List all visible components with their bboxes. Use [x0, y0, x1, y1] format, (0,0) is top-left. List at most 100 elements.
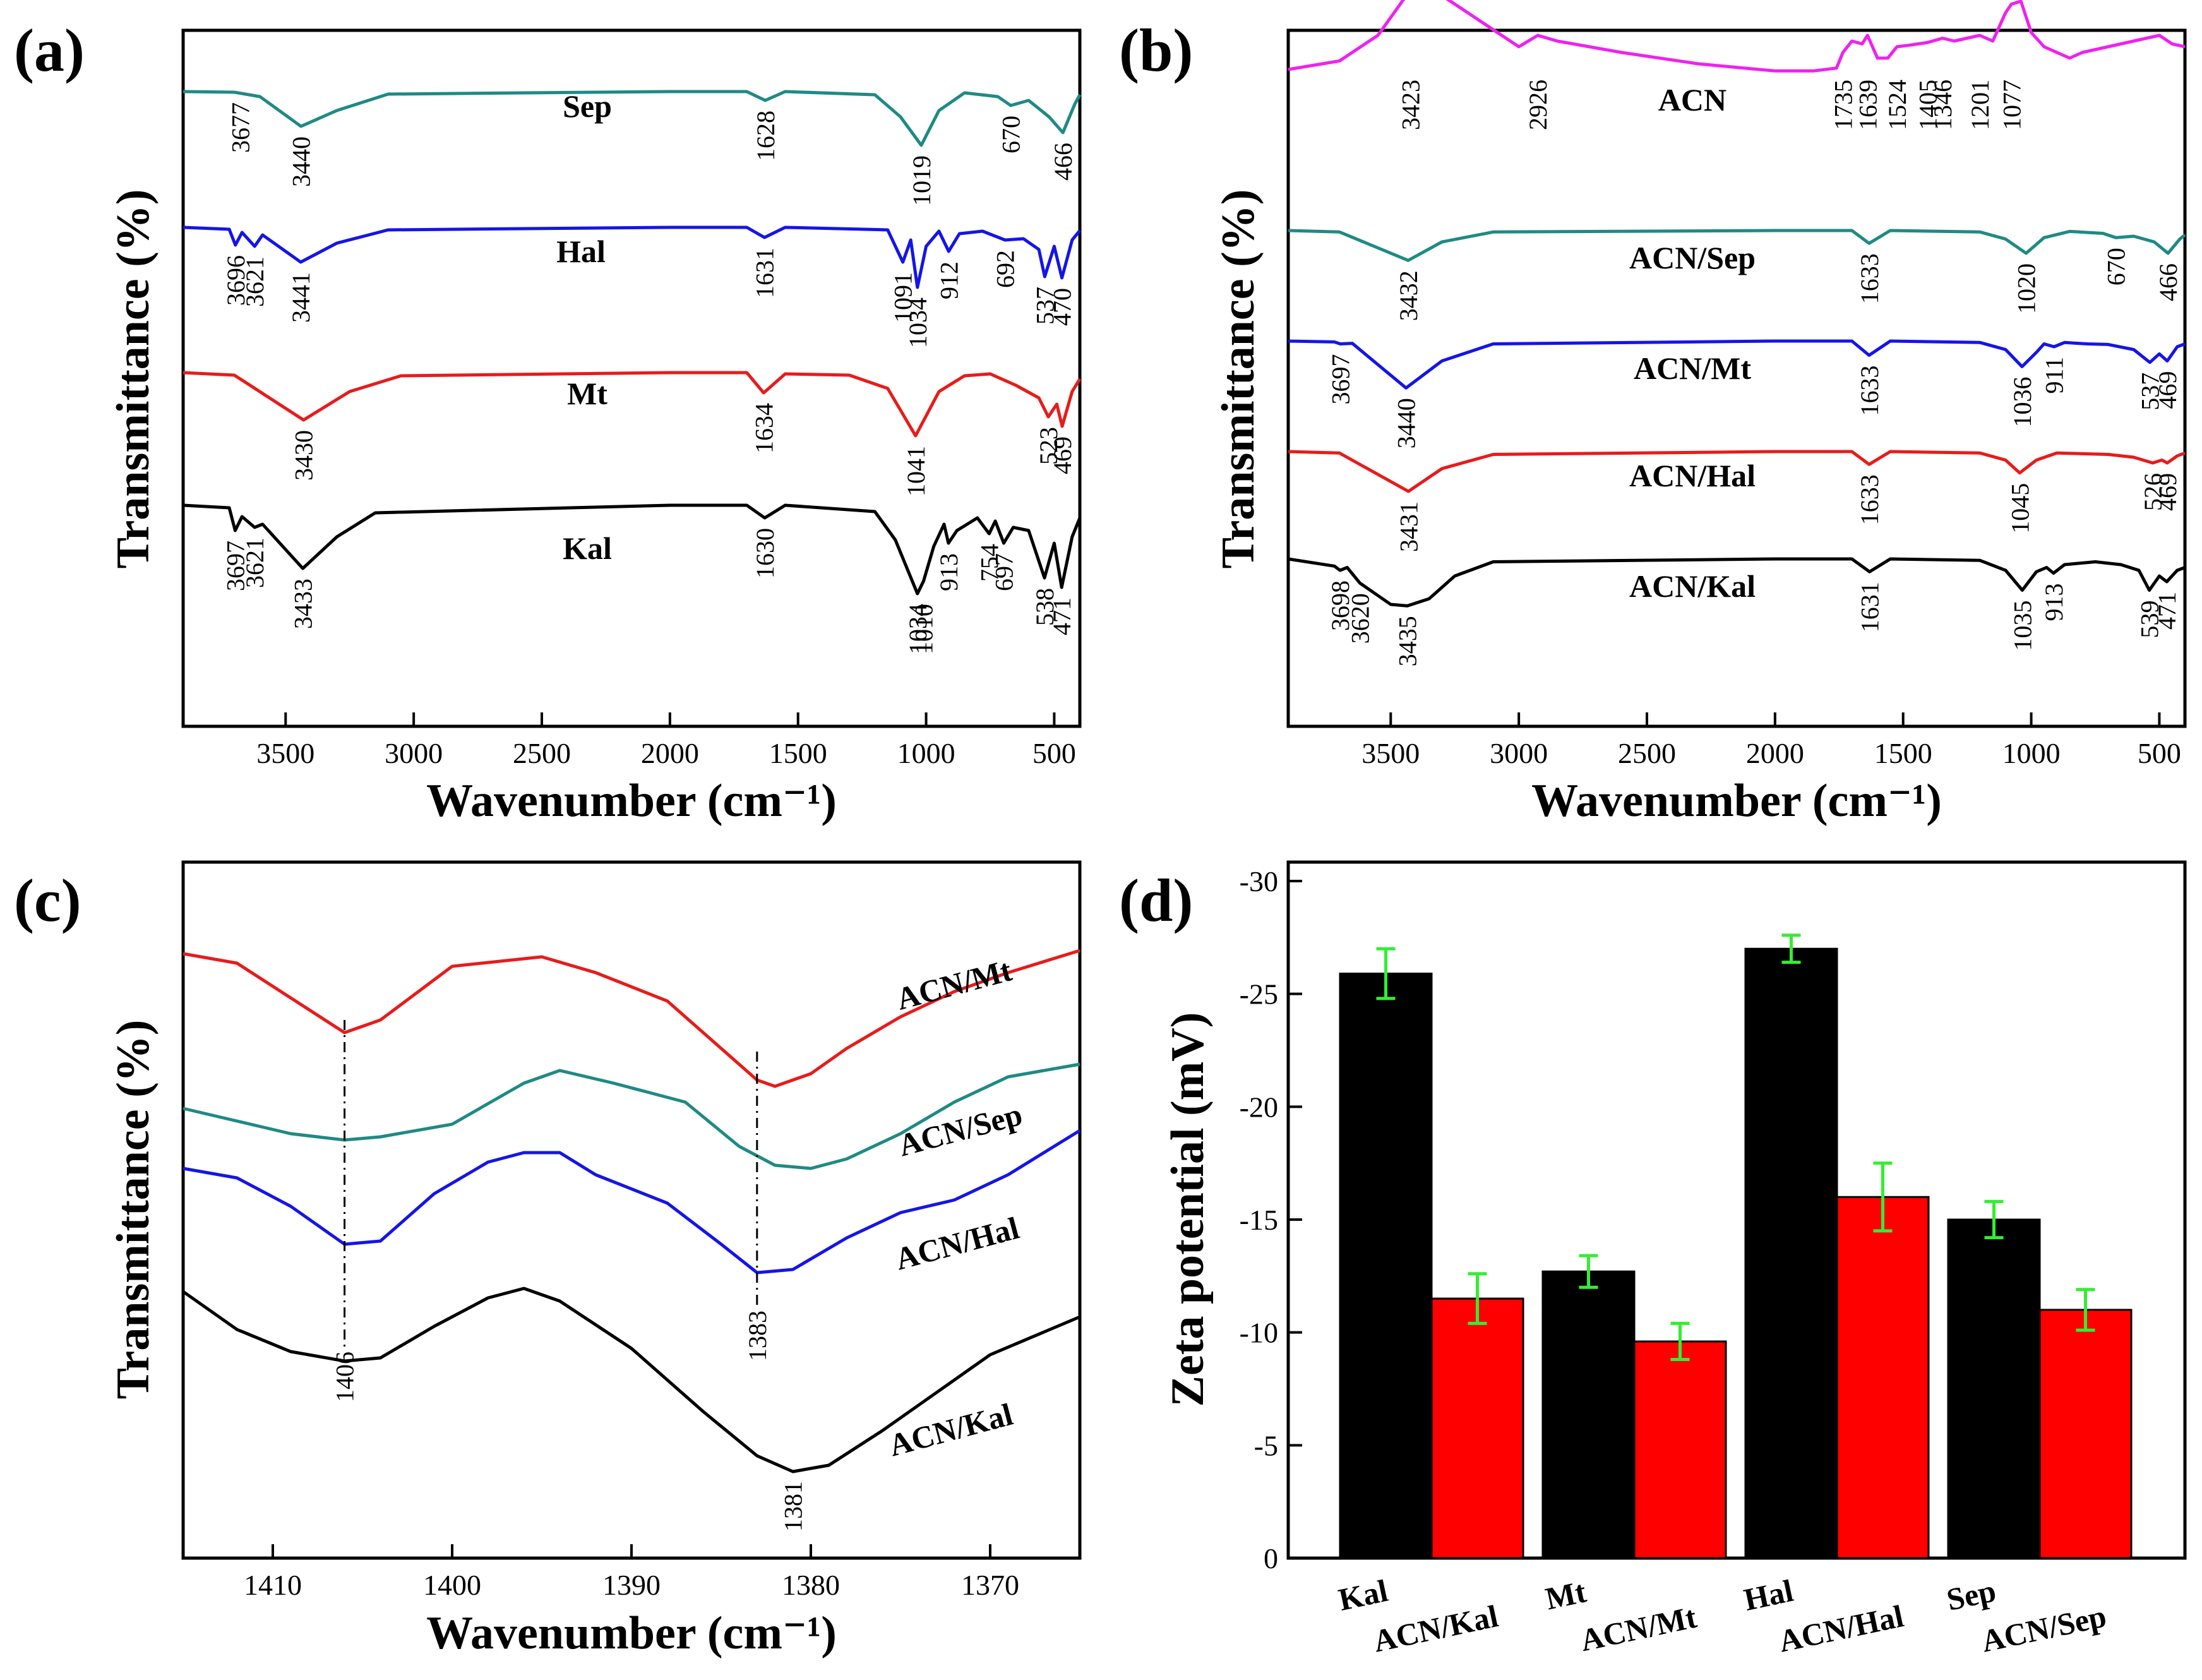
series-label-b-acn-sep: ACN/Sep — [1629, 240, 1756, 275]
series-line-b-acn-kal — [1288, 557, 2186, 608]
peak-label-b-acn-hal-1633: 1633 — [1855, 474, 1884, 525]
peak-label-a-kal-1034: 1034 — [904, 604, 932, 654]
peak-label-b-acn-hal-469: 469 — [2153, 473, 2182, 511]
peak-label-a-hal-1631: 1631 — [751, 248, 779, 298]
peak-label-a-sep-670: 670 — [997, 116, 1026, 153]
peak-label-a-kal-3697: 3697 — [221, 541, 249, 591]
bar-kal — [1339, 973, 1433, 1559]
bar-acn-kal — [1430, 1297, 1524, 1559]
x-tick-label-c-4: 1370 — [961, 1569, 1019, 1601]
peak-label-b-acn-1346: 1346 — [1929, 80, 1957, 130]
x-tick-label-c-2: 1390 — [602, 1569, 661, 1601]
peak-label-b-acn-mt-1036: 1036 — [2008, 377, 2037, 428]
series-line-b-acn-mt — [1288, 339, 2186, 390]
peak-label-b-acn-mt-1633: 1633 — [1855, 366, 1884, 416]
bar-hal — [1744, 947, 1838, 1559]
peak-label-a-hal-1091: 1091 — [889, 272, 918, 323]
peak-label-b-acn-kal-539: 539 — [2136, 601, 2164, 639]
peak-label-b-acn-hal-3431: 3431 — [1394, 501, 1423, 552]
series-label-b-acn-mt: ACN/Mt — [1634, 351, 1751, 386]
series-label-a-hal: Hal — [556, 234, 606, 269]
x-tick-label-a-2: 2500 — [513, 737, 571, 769]
bar-acn-sep — [2038, 1309, 2133, 1559]
peak-label-b-acn-kal-1631: 1631 — [1856, 582, 1884, 632]
panel-label-b: (b) — [1119, 16, 1193, 84]
peak-label-a-hal-537: 537 — [1031, 287, 1059, 325]
panel-c-xlabel: Wavenumber (cm⁻¹) — [426, 1607, 837, 1659]
peak-label-b-acn-1405: 1405 — [1913, 80, 1942, 130]
series-line-a-mt — [183, 371, 1082, 438]
series-line-b-acn — [1288, 0, 2186, 73]
peak-label-b-acn-sep-1633: 1633 — [1855, 253, 1884, 304]
series-label-a-sep: Sep — [563, 88, 612, 124]
peak-label-a-sep-3677: 3677 — [227, 102, 255, 153]
panel-a-xlabel: Wavenumber (cm⁻¹) — [426, 775, 837, 827]
peak-label-b-acn-sep-466: 466 — [2154, 263, 2182, 301]
x-tick-label-a-4: 1500 — [769, 737, 827, 769]
bar-mt — [1541, 1270, 1636, 1559]
x-tick-label-b-5: 1000 — [2002, 737, 2061, 769]
marker-label-c-1381: 1381 — [779, 1481, 808, 1532]
peak-label-b-acn-1201: 1201 — [1966, 80, 1994, 130]
peak-label-b-acn-1735: 1735 — [1829, 80, 1857, 130]
peak-label-a-sep-3440: 3440 — [287, 136, 316, 187]
x-category-label-mt: Mt — [1542, 1573, 1589, 1616]
panel-label-a: (a) — [14, 16, 85, 84]
panel-c-ylabel: Transmittance (%) — [107, 1020, 159, 1400]
x-category-label-sep: Sep — [1944, 1573, 1999, 1617]
x-tick-label-b-2: 2500 — [1618, 737, 1676, 769]
panel-label-d: (d) — [1119, 867, 1193, 934]
peak-label-a-hal-912: 912 — [935, 261, 963, 299]
series-label-c-acn-hal: ACN/Hal — [892, 1210, 1023, 1277]
peak-label-b-acn-sep-670: 670 — [2102, 248, 2131, 285]
peak-label-a-sep-466: 466 — [1049, 143, 1077, 181]
series-label-c-acn-kal: ACN/Kal — [885, 1396, 1017, 1463]
y-tick-label-d-4: -10 — [1240, 1317, 1278, 1349]
x-tick-label-a-5: 1000 — [897, 737, 955, 769]
panel-label-c: (c) — [14, 867, 81, 934]
series-label-a-kal: Kal — [563, 531, 612, 566]
marker-label-c-1383: 1383 — [743, 1311, 772, 1361]
series-label-b-acn-hal: ACN/Hal — [1629, 458, 1756, 493]
x-tick-label-b-0: 3500 — [1361, 737, 1420, 769]
peak-label-b-acn-kal-913: 913 — [2040, 584, 2068, 621]
peak-label-b-acn-mt-3697: 3697 — [1326, 354, 1355, 405]
x-tick-label-c-3: 1380 — [782, 1569, 840, 1601]
peak-label-a-kal-1630: 1630 — [751, 528, 779, 579]
peak-label-a-hal-692: 692 — [991, 250, 1020, 288]
panel-a-ylabel: Transmittance (%) — [107, 189, 159, 569]
series-label-c-acn-mt: ACN/Mt — [892, 952, 1015, 1016]
series-line-b-acn-sep — [1288, 229, 2186, 262]
peak-label-a-mt-469: 469 — [1048, 436, 1077, 474]
peak-label-b-acn-mt-537: 537 — [2136, 373, 2164, 411]
series-line-a-kal — [183, 503, 1082, 596]
series-line-c-acn-mt — [183, 949, 1080, 1088]
series-line-a-sep — [183, 90, 1082, 147]
peak-label-a-hal-3441: 3441 — [287, 272, 315, 323]
bar-sep — [1947, 1218, 2041, 1559]
series-line-c-acn-sep — [183, 1062, 1080, 1170]
panel-d-ylabel: Zeta potential (mV) — [1162, 1012, 1214, 1407]
peak-label-a-mt-3430: 3430 — [290, 430, 318, 481]
x-category-label-acn-mt: ACN/Mt — [1577, 1599, 1700, 1659]
plot-layer: 3500 3000 2500 2000 1500 1000 500 Sep 3677 3440 16… — [182, 0, 2186, 1659]
peak-label-b-acn-mt-3440: 3440 — [1392, 398, 1421, 448]
x-tick-label-b-1: 3000 — [1490, 737, 1548, 769]
peak-label-a-hal-3621: 3621 — [241, 256, 269, 307]
peak-label-a-kal-1010: 1010 — [910, 604, 938, 654]
peak-label-b-acn-sep-1020: 1020 — [2013, 263, 2041, 314]
peak-label-b-acn-kal-1035: 1035 — [2008, 601, 2037, 651]
x-tick-label-c-1: 1400 — [423, 1569, 481, 1601]
peak-label-a-kal-538: 538 — [1031, 588, 1059, 626]
y-tick-label-d-0: -30 — [1240, 865, 1278, 897]
series-line-b-acn-hal — [1288, 450, 2186, 493]
marker-label-c-1406: 1406 — [331, 1352, 359, 1402]
series-line-a-hal — [183, 225, 1081, 289]
x-tick-label-a-3: 2000 — [641, 737, 699, 769]
peak-label-b-acn-hal-1045: 1045 — [2006, 483, 2034, 534]
bar-acn-hal — [1836, 1196, 1930, 1559]
x-category-label-hal: Hal — [1741, 1573, 1797, 1617]
peak-label-b-acn-1077: 1077 — [1997, 80, 2026, 130]
peak-label-a-hal-470: 470 — [1048, 288, 1077, 326]
peak-label-b-acn-sep-3432: 3432 — [1394, 270, 1423, 321]
